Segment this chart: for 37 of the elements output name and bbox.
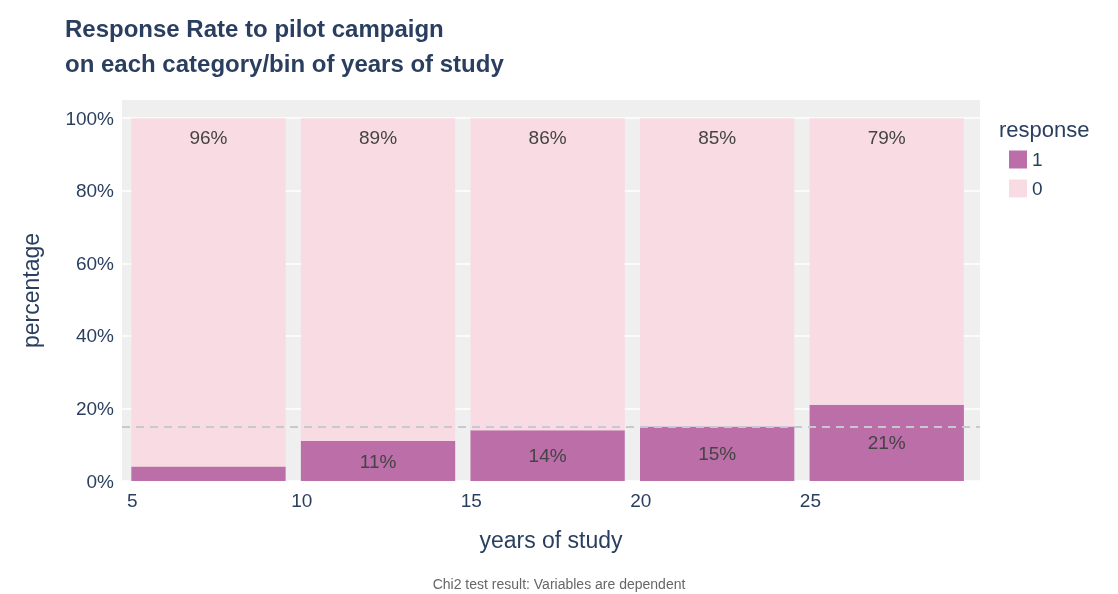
bar — [640, 118, 795, 427]
data-label: 85% — [698, 127, 737, 149]
y-tick-label: 40% — [75, 325, 115, 347]
data-label: 11% — [359, 450, 397, 472]
bar — [300, 118, 456, 442]
bar — [809, 118, 964, 405]
x-axis-title: years of study — [479, 526, 624, 553]
data-label: 14% — [528, 445, 567, 467]
data-label: 79% — [867, 127, 906, 149]
y-tick-label: 0% — [86, 470, 115, 492]
x-tick-label: 5 — [126, 490, 138, 511]
y-tick-label: 100% — [65, 107, 115, 129]
chart-title: Response Rate to pilot campaign on each category/bin of years of study — [65, 15, 505, 77]
bar — [470, 430, 625, 481]
y-tick-label: 20% — [75, 397, 115, 419]
y-tick-label: 60% — [75, 252, 115, 274]
data-label: 96% — [189, 127, 228, 149]
bar — [131, 118, 286, 467]
y-tick-label: 80% — [75, 180, 115, 202]
x-tick-label: 10 — [291, 490, 313, 511]
data-label: 15% — [698, 443, 737, 465]
bar — [470, 118, 625, 431]
data-label: 89% — [359, 127, 398, 149]
data-label: 21% — [867, 432, 906, 454]
data-label: 86% — [528, 127, 567, 149]
bar — [809, 404, 964, 481]
bar — [131, 466, 286, 481]
legend-title: response — [999, 116, 1090, 142]
text: Chi2 test result: Variables are dependent — [432, 576, 686, 592]
legend-label: 0 — [1032, 178, 1043, 199]
bar — [640, 426, 795, 481]
x-tick-label: 15 — [460, 490, 482, 511]
x-tick-label: 25 — [799, 490, 822, 511]
y-axis-title: percentage — [17, 232, 44, 349]
bar — [300, 441, 456, 481]
legend-label: 1 — [1032, 149, 1043, 170]
x-tick-label: 20 — [630, 490, 652, 511]
